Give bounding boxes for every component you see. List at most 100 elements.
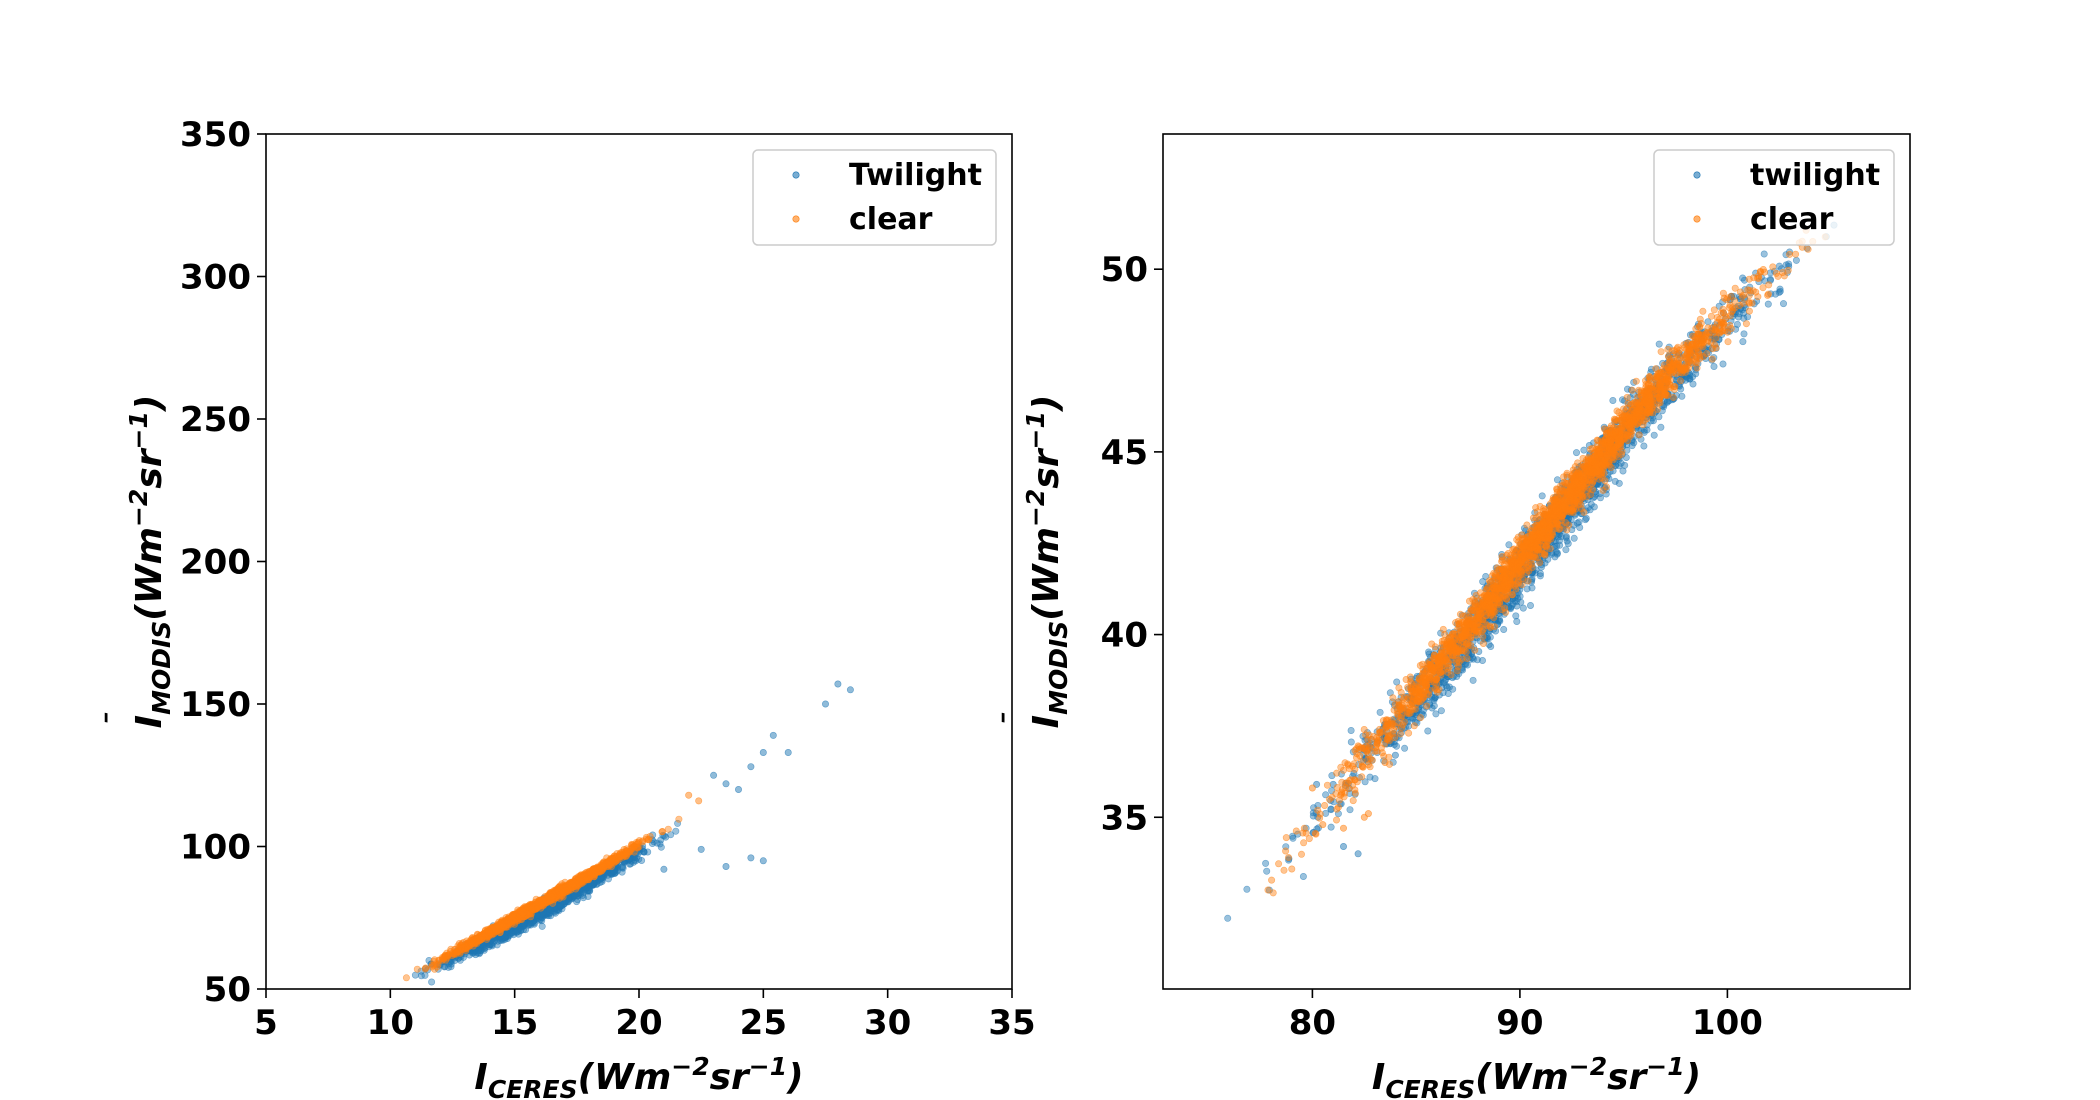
point-outlier [821, 700, 829, 708]
point [1708, 355, 1716, 363]
point [1351, 789, 1359, 797]
point [422, 964, 430, 972]
scatter-points [402, 680, 854, 986]
point [596, 878, 604, 886]
point [1649, 417, 1657, 425]
point [1513, 617, 1521, 625]
point [584, 892, 592, 900]
point [1785, 260, 1793, 268]
point [1396, 730, 1404, 738]
point [1776, 287, 1784, 295]
point-outlier [747, 763, 755, 771]
y-tick-label: 50 [204, 970, 251, 1010]
y-axis-title-close: ) [129, 395, 170, 412]
point [411, 971, 419, 979]
point [1556, 541, 1564, 549]
point [1552, 548, 1560, 556]
point [1597, 494, 1605, 502]
point [440, 953, 448, 961]
point-outlier [722, 862, 730, 870]
point [1224, 914, 1232, 922]
point-outlier [695, 797, 703, 805]
point [1764, 300, 1772, 308]
point-outlier [747, 854, 755, 862]
point [638, 856, 646, 864]
point [581, 869, 589, 877]
point [1347, 726, 1355, 734]
point [1804, 245, 1812, 253]
point [1576, 523, 1584, 531]
point-outlier [1340, 842, 1348, 850]
point [1347, 738, 1355, 746]
point [1263, 867, 1271, 875]
point [538, 922, 546, 930]
x-axis-title-main: I [474, 1057, 487, 1098]
point [1538, 492, 1546, 500]
point-outlier [784, 748, 792, 756]
point [556, 902, 564, 910]
point [600, 861, 608, 869]
point [1657, 423, 1665, 431]
point [1376, 708, 1384, 716]
point [544, 893, 552, 901]
x-tick-label: 25 [740, 1003, 787, 1043]
point [628, 845, 636, 853]
point [492, 924, 500, 932]
point [1573, 449, 1581, 457]
point [583, 875, 591, 883]
point [639, 838, 647, 846]
point [623, 851, 631, 859]
y-axis-title-sub: MODIS [147, 621, 176, 715]
point-outlier [1354, 850, 1362, 858]
point [1430, 694, 1438, 702]
point [1358, 773, 1366, 781]
point [1678, 392, 1686, 400]
point [1562, 546, 1570, 554]
point [1479, 656, 1487, 664]
point [1430, 702, 1438, 710]
point-outlier [769, 731, 777, 739]
point [485, 943, 493, 951]
point [402, 974, 410, 982]
point [1792, 256, 1800, 264]
x-axis-title-mid: sr [710, 1057, 751, 1098]
point-outlier [734, 785, 742, 793]
point [528, 905, 536, 913]
point [1327, 823, 1335, 831]
point [428, 978, 436, 986]
point [1733, 320, 1741, 328]
point [1393, 678, 1401, 686]
point [538, 910, 546, 918]
point [514, 914, 522, 922]
point [658, 828, 666, 836]
point [1563, 537, 1571, 545]
point-outlier [685, 791, 693, 799]
point [1663, 397, 1671, 405]
y-axis-title-unit: (Wm [129, 527, 170, 621]
legend-label-clear: clear [849, 202, 933, 237]
point [1299, 872, 1307, 880]
point [519, 926, 527, 934]
point [1371, 775, 1379, 783]
y-tick-label: 250 [180, 400, 251, 440]
y-axis-title-exp2: −1 [124, 411, 153, 449]
chart-panel-2: 80 90 10035404550ICERES(Wm−2sr−1)IMODIS(Wm… [998, 133, 1911, 1100]
point [485, 928, 493, 936]
y-tick-label: 100 [180, 828, 251, 868]
point [1500, 625, 1508, 633]
x-axis-title-close: ) [786, 1057, 803, 1098]
point [1441, 678, 1449, 686]
point [616, 853, 624, 861]
x-tick-label: 5 [254, 1003, 278, 1043]
point [1689, 380, 1697, 388]
point [1775, 262, 1783, 270]
point [1424, 727, 1432, 735]
point [1514, 594, 1522, 602]
point [1469, 676, 1477, 684]
point [1288, 865, 1296, 873]
point [1243, 885, 1251, 893]
point [656, 840, 664, 848]
legend-marker-clear [792, 215, 800, 223]
point [1268, 876, 1276, 884]
